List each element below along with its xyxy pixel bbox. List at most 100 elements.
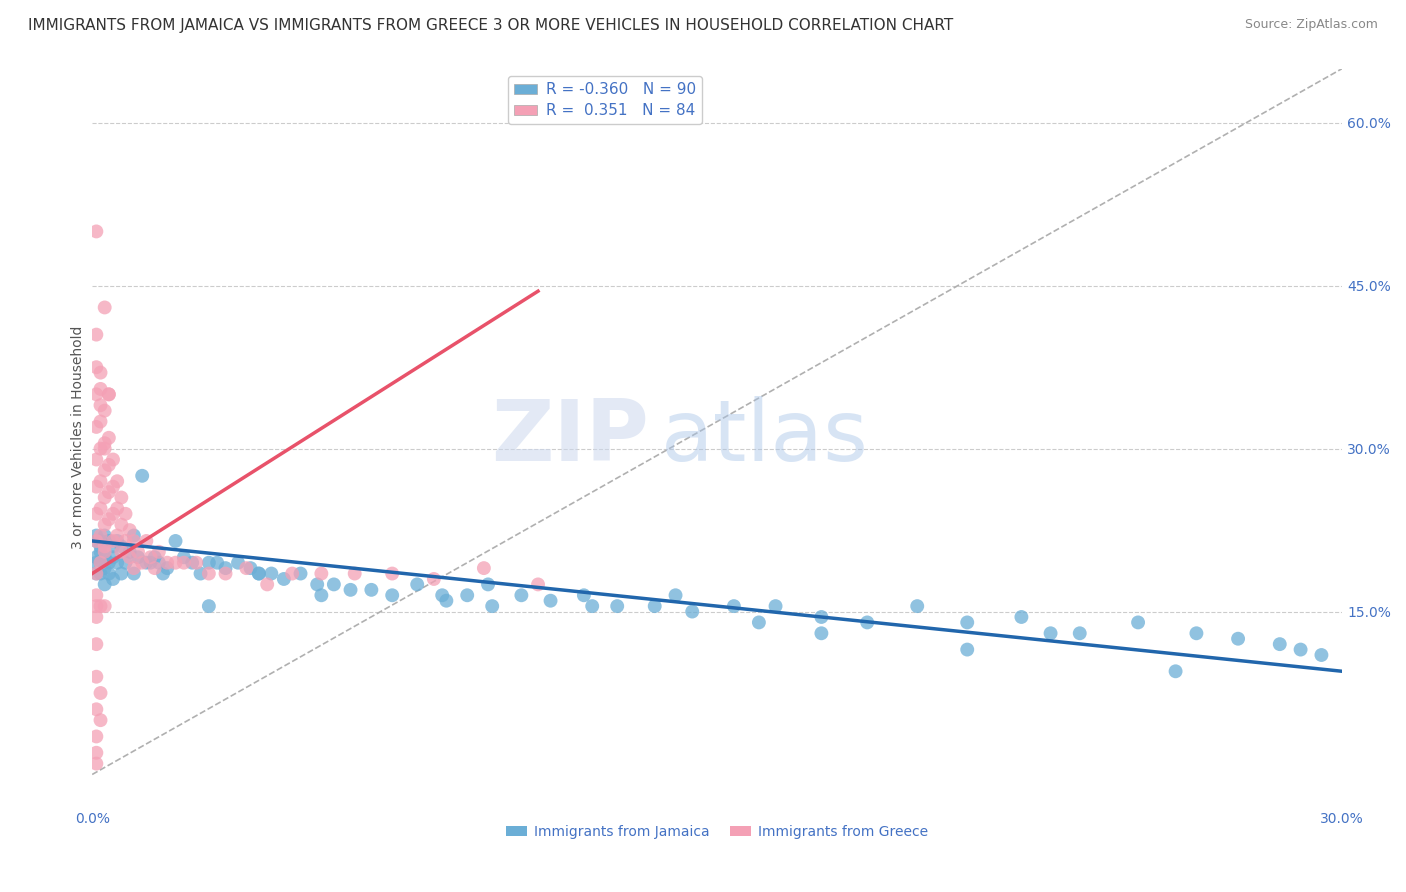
Point	[1268, 637, 1291, 651]
Point	[1126, 615, 1149, 630]
Point	[1310, 648, 1333, 662]
Point	[110, 491, 132, 505]
Point	[247, 566, 270, 581]
Point	[148, 556, 170, 570]
Point	[89, 566, 111, 581]
Point	[406, 577, 429, 591]
Point	[311, 566, 333, 581]
Text: ZIP: ZIP	[491, 396, 648, 479]
Point	[114, 556, 136, 570]
Point	[273, 572, 295, 586]
Point	[86, 452, 108, 467]
Point	[93, 540, 115, 554]
Point	[173, 550, 195, 565]
Point	[165, 533, 187, 548]
Point	[381, 566, 404, 581]
Point	[93, 517, 115, 532]
Point	[97, 387, 120, 401]
Point	[97, 512, 120, 526]
Point	[165, 556, 187, 570]
Point	[86, 224, 108, 238]
Point	[198, 556, 221, 570]
Point	[856, 615, 879, 630]
Point	[86, 670, 108, 684]
Point	[105, 533, 128, 548]
Point	[86, 599, 108, 614]
Y-axis label: 3 or more Vehicles in Household: 3 or more Vehicles in Household	[72, 326, 86, 549]
Point	[93, 403, 115, 417]
Point	[97, 485, 120, 500]
Point	[214, 561, 236, 575]
Point	[905, 599, 928, 614]
Point	[664, 588, 686, 602]
Point	[89, 398, 111, 412]
Point	[581, 599, 603, 614]
Point	[156, 556, 179, 570]
Point	[86, 387, 108, 401]
Point	[86, 730, 108, 744]
Point	[477, 577, 499, 591]
Point	[540, 593, 562, 607]
Point	[434, 593, 457, 607]
Point	[86, 480, 108, 494]
Point	[1185, 626, 1208, 640]
Point	[89, 540, 111, 554]
Point	[86, 420, 108, 434]
Point	[205, 556, 228, 570]
Point	[810, 626, 832, 640]
Point	[198, 599, 221, 614]
Point	[122, 561, 145, 575]
Point	[97, 533, 120, 548]
Point	[1227, 632, 1250, 646]
Point	[89, 599, 111, 614]
Point	[93, 599, 115, 614]
Point	[226, 556, 249, 570]
Point	[86, 556, 108, 570]
Point	[644, 599, 666, 614]
Point	[93, 550, 115, 565]
Point	[127, 545, 149, 559]
Point	[198, 566, 221, 581]
Point	[606, 599, 628, 614]
Point	[239, 561, 262, 575]
Point	[101, 452, 124, 467]
Point	[135, 556, 157, 570]
Point	[260, 566, 283, 581]
Point	[214, 566, 236, 581]
Point	[290, 566, 312, 581]
Point	[93, 577, 115, 591]
Point	[118, 550, 141, 565]
Point	[86, 533, 108, 548]
Point	[256, 577, 278, 591]
Point	[247, 566, 270, 581]
Point	[1069, 626, 1091, 640]
Point	[472, 561, 495, 575]
Point	[101, 550, 124, 565]
Point	[1289, 642, 1312, 657]
Point	[343, 566, 366, 581]
Point	[481, 599, 503, 614]
Point	[101, 540, 124, 554]
Point	[527, 577, 550, 591]
Point	[139, 556, 162, 570]
Point	[143, 550, 166, 565]
Point	[131, 556, 153, 570]
Point	[148, 545, 170, 559]
Point	[101, 480, 124, 494]
Point	[86, 550, 108, 565]
Point	[89, 545, 111, 559]
Point	[322, 577, 344, 591]
Point	[93, 561, 115, 575]
Text: Source: ZipAtlas.com: Source: ZipAtlas.com	[1244, 18, 1378, 31]
Point	[89, 382, 111, 396]
Point	[139, 550, 162, 565]
Point	[97, 458, 120, 472]
Point	[86, 756, 108, 771]
Point	[1164, 665, 1187, 679]
Point	[173, 556, 195, 570]
Point	[93, 491, 115, 505]
Point	[190, 566, 212, 581]
Point	[86, 360, 108, 375]
Point	[93, 442, 115, 456]
Point	[86, 533, 108, 548]
